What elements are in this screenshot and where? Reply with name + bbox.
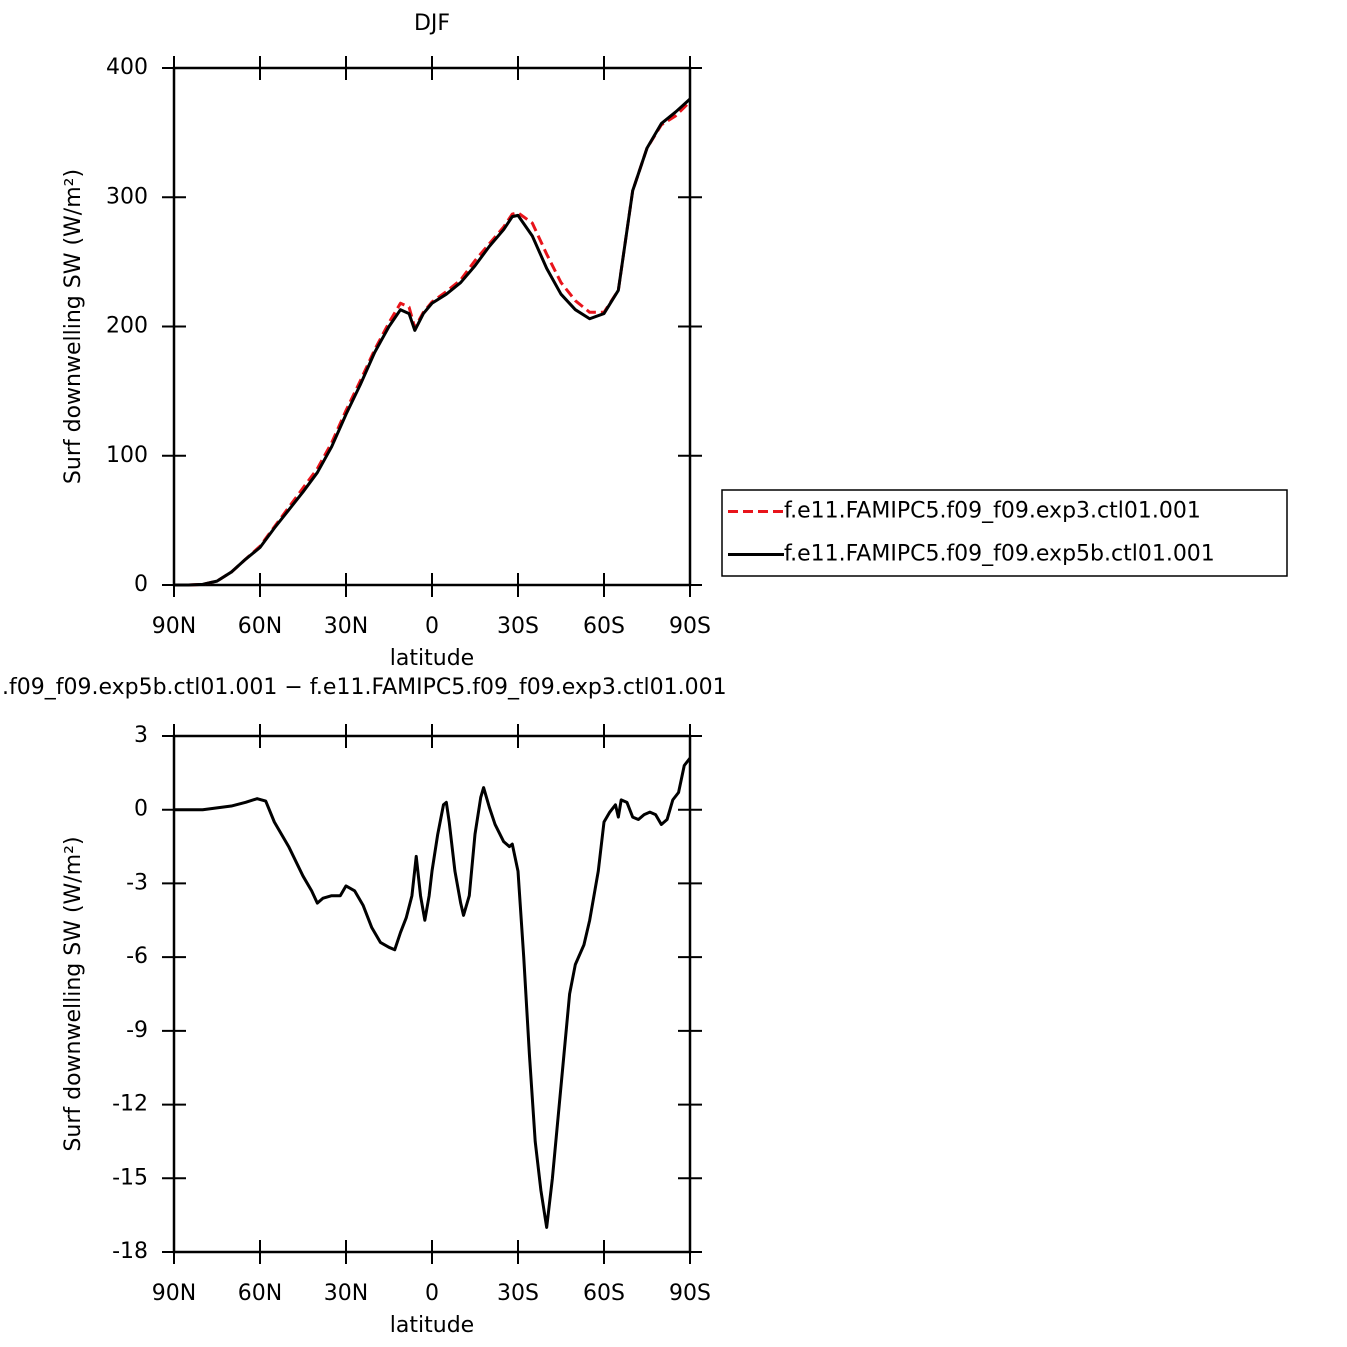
- y-tick-label: 3: [134, 723, 148, 748]
- chart-title: DJF: [414, 11, 450, 36]
- data-line: [174, 100, 692, 587]
- y-tick-label: 400: [106, 55, 148, 80]
- legend-label: f.e11.FAMIPC5.f09_f09.exp5b.ctl01.001: [784, 542, 1215, 567]
- y-axis-label: Surf downwelling SW (W/m²): [61, 836, 86, 1151]
- y-tick-label: -6: [126, 944, 148, 969]
- y-tick-label: 100: [106, 443, 148, 468]
- y-tick-label: -18: [112, 1239, 148, 1264]
- x-tick-label: 60S: [583, 1281, 625, 1306]
- x-tick-label: 90N: [152, 614, 196, 639]
- x-tick-label: 30N: [324, 1281, 368, 1306]
- y-tick-label: -15: [112, 1165, 148, 1190]
- y-tick-label: 300: [106, 184, 148, 209]
- x-tick-label: 30N: [324, 614, 368, 639]
- x-tick-label: 60S: [583, 614, 625, 639]
- x-tick-label: 0: [425, 614, 439, 639]
- y-tick-label: -3: [126, 870, 148, 895]
- x-tick-label: 90N: [152, 1281, 196, 1306]
- x-tick-label: 90S: [669, 614, 711, 639]
- x-axis-label: latitude: [390, 1313, 474, 1338]
- x-tick-label: 90S: [669, 1281, 711, 1306]
- y-tick-label: 0: [134, 797, 148, 822]
- legend-box: [721, 489, 1288, 577]
- data-line: [174, 97, 692, 587]
- chart-title: .f09_f09.exp5b.ctl01.001 − f.e11.FAMIPC5…: [2, 675, 727, 700]
- y-tick-label: -9: [126, 1018, 148, 1043]
- x-tick-label: 0: [425, 1281, 439, 1306]
- y-tick-label: -12: [112, 1092, 148, 1117]
- x-axis-label: latitude: [390, 646, 474, 671]
- data-line: [174, 757, 692, 1229]
- y-axis-label: Surf downwelling SW (W/m²): [61, 169, 86, 484]
- plot-frame: [172, 66, 692, 587]
- y-tick-label: 200: [106, 314, 148, 339]
- x-tick-label: 30S: [497, 614, 539, 639]
- x-tick-label: 30S: [497, 1281, 539, 1306]
- x-tick-label: 60N: [238, 1281, 282, 1306]
- plot-frame: [172, 734, 692, 1254]
- legend-label: f.e11.FAMIPC5.f09_f09.exp3.ctl01.001: [784, 499, 1201, 524]
- x-tick-label: 60N: [238, 614, 282, 639]
- y-tick-label: 0: [134, 572, 148, 597]
